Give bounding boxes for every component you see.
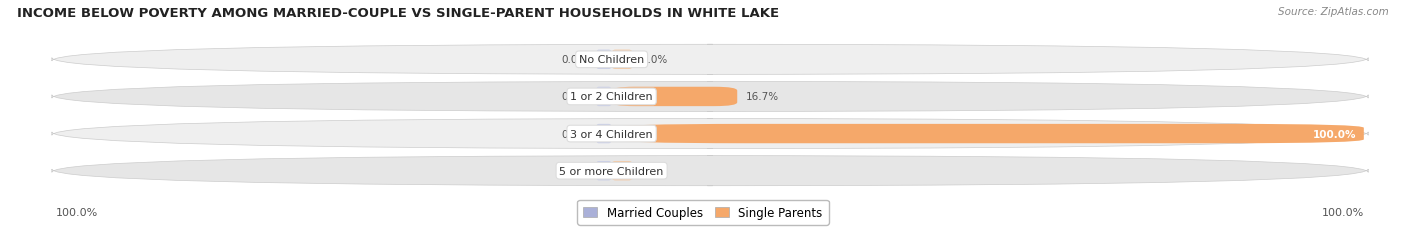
FancyBboxPatch shape (52, 119, 1368, 149)
FancyBboxPatch shape (596, 87, 612, 107)
Text: No Children: No Children (579, 55, 644, 65)
FancyBboxPatch shape (52, 82, 1368, 112)
FancyBboxPatch shape (612, 161, 633, 181)
FancyBboxPatch shape (596, 124, 612, 144)
FancyBboxPatch shape (612, 50, 633, 70)
Text: 100.0%: 100.0% (1313, 129, 1357, 139)
FancyBboxPatch shape (52, 156, 1368, 186)
Text: 100.0%: 100.0% (1322, 207, 1364, 217)
Text: 1 or 2 Children: 1 or 2 Children (571, 92, 652, 102)
Text: 3 or 4 Children: 3 or 4 Children (571, 129, 652, 139)
Text: 0.0%: 0.0% (561, 129, 588, 139)
Text: 16.7%: 16.7% (745, 92, 779, 102)
Text: 100.0%: 100.0% (56, 207, 98, 217)
Text: 0.0%: 0.0% (561, 92, 588, 102)
Text: 0.0%: 0.0% (561, 55, 588, 65)
FancyBboxPatch shape (596, 161, 612, 181)
Text: 0.0%: 0.0% (561, 166, 588, 176)
Text: INCOME BELOW POVERTY AMONG MARRIED-COUPLE VS SINGLE-PARENT HOUSEHOLDS IN WHITE L: INCOME BELOW POVERTY AMONG MARRIED-COUPL… (17, 7, 779, 20)
FancyBboxPatch shape (612, 87, 737, 107)
Text: 0.0%: 0.0% (641, 55, 668, 65)
Text: Source: ZipAtlas.com: Source: ZipAtlas.com (1278, 7, 1389, 17)
FancyBboxPatch shape (612, 124, 1364, 144)
Text: 0.0%: 0.0% (641, 166, 668, 176)
FancyBboxPatch shape (52, 45, 1368, 75)
Legend: Married Couples, Single Parents: Married Couples, Single Parents (578, 200, 828, 225)
FancyBboxPatch shape (596, 50, 612, 70)
Text: 5 or more Children: 5 or more Children (560, 166, 664, 176)
